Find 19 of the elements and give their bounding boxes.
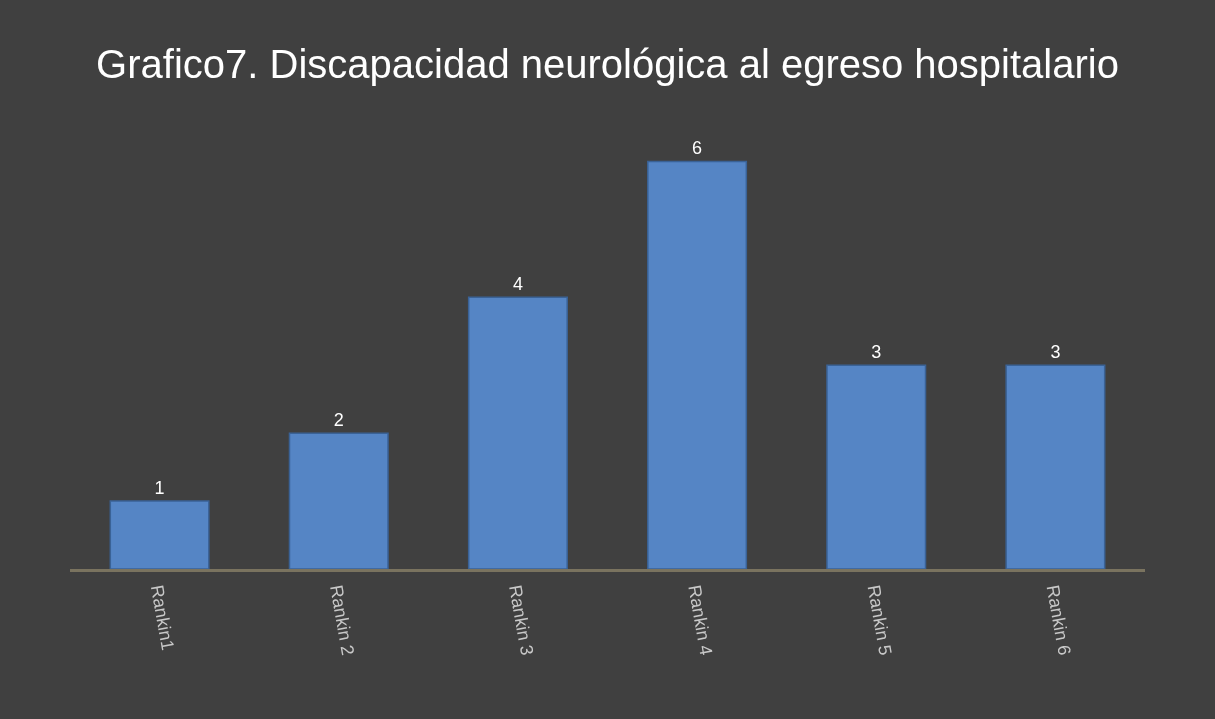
data-label: 4 [512, 274, 523, 295]
data-label: 1 [154, 478, 165, 499]
x-tick-label: Rankin 3 [505, 583, 538, 657]
x-tick-label: Rankin1 [146, 583, 178, 652]
bar [1005, 364, 1106, 569]
data-label: 3 [1050, 342, 1061, 363]
data-label: 3 [871, 342, 882, 363]
x-tick-label: Rankin 6 [1042, 583, 1075, 657]
data-label: 2 [333, 410, 344, 431]
x-tick-label: Rankin 4 [684, 583, 717, 657]
bar [288, 432, 389, 569]
chart-title: Grafico7. Discapacidad neurológica al egreso hospitalario [96, 42, 1119, 87]
data-label: 6 [692, 138, 703, 159]
x-tick-label: Rankin 5 [863, 583, 896, 657]
bar [467, 296, 568, 569]
x-tick-label: Rankin 2 [325, 583, 358, 657]
bar [826, 364, 927, 569]
bar [109, 500, 210, 569]
bar [647, 160, 748, 569]
